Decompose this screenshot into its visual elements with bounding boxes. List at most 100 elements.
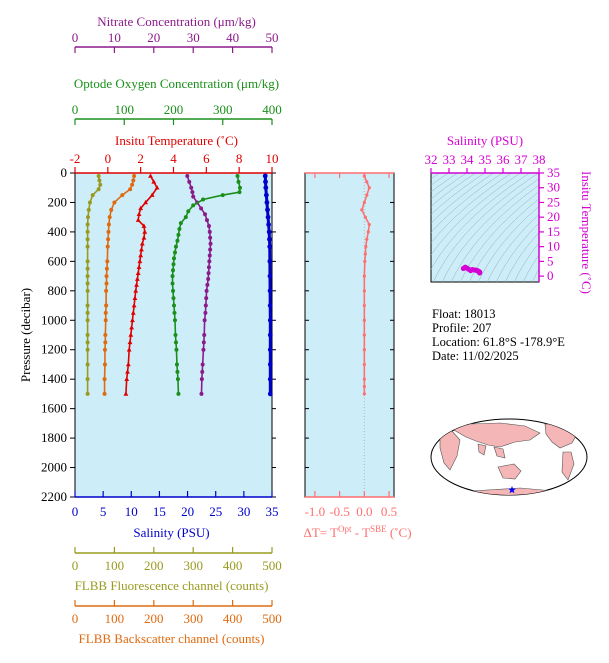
- nitrate-point: [203, 212, 208, 217]
- delta-t-point: [367, 222, 371, 227]
- oxygen-point: [237, 190, 242, 195]
- nitrate-point: [207, 253, 212, 258]
- nitrate-point: [189, 185, 194, 190]
- delta-t-point: [363, 252, 367, 256]
- salinity-point: [267, 317, 273, 323]
- oxygen-point: [175, 377, 180, 382]
- nitrate-tick-label: 0: [72, 30, 79, 45]
- backscatter-point: [103, 340, 108, 345]
- fluorescence-tick-label: 200: [144, 558, 164, 573]
- oxygen-point: [171, 262, 176, 267]
- nitrate-point: [204, 288, 209, 293]
- pressure-tick-label: 0: [61, 165, 68, 180]
- oxygen-point: [170, 281, 175, 286]
- pressure-tick-label: 800: [48, 283, 68, 298]
- salinity-point: [267, 376, 273, 382]
- temperature-point: [128, 332, 134, 337]
- ts-salinity-tick-label: 35: [479, 152, 492, 167]
- oxygen-tick-label: 400: [262, 102, 282, 117]
- nitrate-point: [199, 206, 204, 211]
- fluorescence-point: [85, 222, 90, 227]
- pressure-tick-label: 2200: [41, 489, 67, 504]
- delta-t-tick-label: -1.0: [305, 504, 326, 519]
- oxygen-point: [172, 310, 177, 315]
- delta-t-point: [364, 245, 368, 249]
- map-landmass: [561, 451, 575, 481]
- delta-t-label-superscript: Opt: [338, 524, 352, 534]
- fluorescence-tick-label: 400: [223, 558, 243, 573]
- temperature-tick-label: 4: [170, 151, 177, 166]
- oxygen-point: [171, 296, 176, 301]
- map-landmass: [451, 422, 541, 448]
- delta-t-point: [362, 362, 366, 367]
- delta-t-point: [362, 384, 366, 389]
- ts-temp-tick-label: 25: [547, 194, 560, 209]
- backscatter-point: [105, 244, 110, 249]
- temperature-point: [141, 223, 147, 228]
- salinity-point: [265, 207, 270, 213]
- oxygen-tick-label: 200: [164, 102, 184, 117]
- backscatter-point: [102, 347, 107, 352]
- salinity-point: [263, 179, 268, 185]
- delta-t-point: [362, 333, 366, 337]
- delta-t-point: [366, 230, 370, 234]
- nitrate-axis-label: Nitrate Concentration (μm/kg): [97, 14, 256, 29]
- fluorescence-tick-label: 300: [183, 558, 203, 573]
- backscatter-point: [120, 193, 125, 198]
- nitrate-point: [206, 265, 211, 270]
- pressure-tick-label: 1000: [41, 312, 67, 327]
- salinity-point: [267, 244, 273, 250]
- fluorescence-point: [90, 193, 95, 198]
- pressure-tick-label: 1800: [41, 430, 67, 445]
- backscatter-point: [130, 182, 135, 187]
- temperature-point: [134, 276, 140, 281]
- delta-t-axis-label: ΔT= TOpt - TSBE (˚C): [303, 524, 411, 540]
- ts-salinity-tick-label: 36: [497, 152, 511, 167]
- salinity-tick-label: 0: [72, 504, 79, 519]
- ts-plot-area: [430, 172, 540, 283]
- backscatter-point: [132, 173, 137, 178]
- temperature-point: [154, 185, 160, 190]
- backscatter-point: [128, 187, 133, 192]
- backscatter-point: [107, 215, 112, 220]
- delta-t-plot-area: [304, 172, 395, 498]
- ts-temp-tick-label: 30: [547, 180, 560, 195]
- salinity-point: [267, 288, 273, 294]
- temperature-point: [136, 264, 142, 270]
- temperature-point: [136, 211, 142, 217]
- nitrate-point: [206, 277, 211, 282]
- delta-t-tick-label: -0.5: [329, 504, 350, 519]
- temperature-point: [133, 288, 139, 293]
- oxygen-point: [171, 303, 176, 308]
- delta-t-label-superscript: SBE: [370, 524, 387, 534]
- delta-t-point: [365, 193, 369, 197]
- oxygen-point: [183, 215, 188, 220]
- pressure-tick-label: 1200: [41, 342, 67, 357]
- delta-t-point: [362, 289, 366, 293]
- nitrate-point: [191, 194, 196, 199]
- oxygen-tick-label: 0: [72, 102, 79, 117]
- temperature-tick-label: 8: [236, 151, 243, 166]
- ts-density-contour: [522, 254, 539, 282]
- pressure-tick-label: 400: [48, 224, 68, 239]
- ts-density-contour: [431, 173, 504, 233]
- backscatter-point: [109, 207, 114, 212]
- nitrate-tick-label: 40: [226, 30, 239, 45]
- ts-density-contour: [432, 173, 539, 282]
- oxygen-point: [220, 193, 225, 198]
- ts-density-contour: [431, 173, 495, 224]
- backscatter-tick-label: 500: [262, 611, 282, 626]
- salinity-tick-label: 35: [266, 504, 279, 519]
- delta-t-point: [362, 348, 366, 352]
- oxygen-point: [175, 238, 180, 243]
- nitrate-point: [201, 347, 206, 352]
- nitrate-tick-label: 50: [266, 30, 279, 45]
- ts-salinity-tick-label: 37: [515, 152, 529, 167]
- oxygen-point: [171, 288, 176, 293]
- fluorescence-point: [85, 347, 90, 352]
- backscatter-point: [105, 259, 110, 264]
- map-land: [439, 422, 579, 495]
- map-landmass: [493, 446, 506, 459]
- ts-density-contour: [495, 222, 539, 282]
- salinity-point: [264, 200, 270, 205]
